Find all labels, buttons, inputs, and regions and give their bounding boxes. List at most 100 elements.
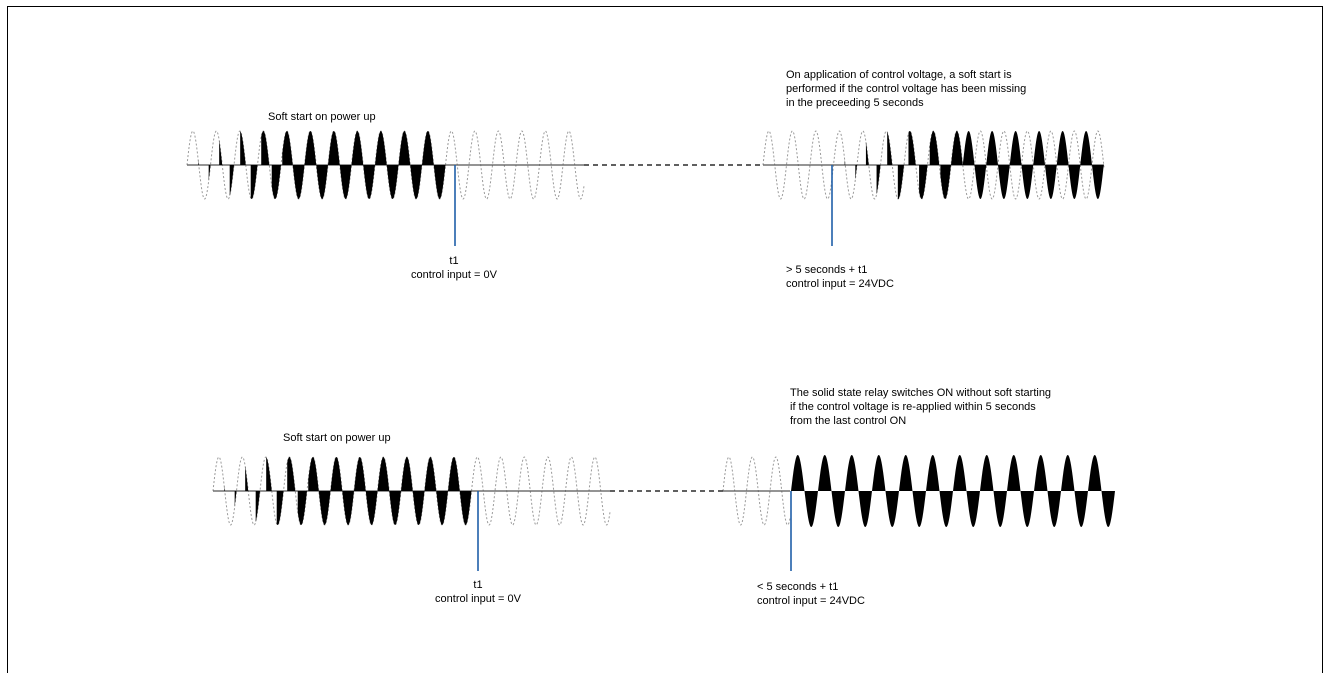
conducting-half-wave xyxy=(316,165,328,199)
marker-time: t1 xyxy=(473,579,483,591)
conducting-half-wave xyxy=(1080,131,1092,165)
conducting-half-wave xyxy=(986,131,998,165)
top-note-line: On application of control voltage, a sof… xyxy=(786,69,1012,81)
conducting-half-wave xyxy=(398,131,411,165)
conducting-half-wave xyxy=(436,491,448,525)
conducting-half-wave xyxy=(330,457,343,491)
conducting-half-wave xyxy=(1009,131,1022,165)
conducting-half-wave xyxy=(993,491,1007,527)
conducting-half-wave xyxy=(872,455,886,491)
conducting-half-wave xyxy=(412,491,425,525)
conducting-half-wave xyxy=(342,491,354,525)
conducting-half-wave xyxy=(266,457,272,491)
conducting-half-wave xyxy=(250,165,258,199)
conducting-half-wave xyxy=(255,491,260,523)
conducting-half-wave xyxy=(287,457,296,491)
conducting-half-wave xyxy=(1033,131,1045,165)
conducting-half-wave xyxy=(1061,455,1075,491)
conducting-half-wave xyxy=(919,165,928,199)
top-left-title: Soft start on power up xyxy=(268,111,376,123)
conducting-half-wave xyxy=(1056,131,1069,165)
marker-time: t1 xyxy=(449,255,459,267)
conducting-half-wave xyxy=(224,485,225,491)
diagram-frame xyxy=(7,6,1323,673)
conducting-half-wave xyxy=(240,131,246,165)
conducting-half-wave xyxy=(219,140,223,165)
bottom-waveform-panel xyxy=(212,455,1115,571)
conducting-half-wave xyxy=(1020,491,1034,527)
conducting-half-wave xyxy=(389,491,401,525)
conducting-half-wave xyxy=(912,491,926,527)
marker-control: control input = 0V xyxy=(411,269,497,281)
top-marker-right-label: > 5 seconds + t1 control input = 24VDC xyxy=(786,263,894,291)
conducting-half-wave xyxy=(375,131,387,165)
conducting-half-wave xyxy=(245,466,249,491)
conducting-half-wave xyxy=(377,457,390,491)
conducting-half-wave xyxy=(297,491,307,525)
conducting-half-wave xyxy=(1007,455,1021,491)
conducting-half-wave xyxy=(422,131,434,165)
conducting-half-wave xyxy=(198,159,199,165)
conducting-half-wave xyxy=(229,165,234,197)
conducting-half-wave xyxy=(953,455,967,491)
conducting-half-wave xyxy=(876,165,881,195)
marker-control: control input = 0V xyxy=(435,593,521,605)
top-note-line: in the preceeding 5 seconds xyxy=(786,97,924,109)
top-waveform-panel xyxy=(186,130,1105,246)
conducting-half-wave xyxy=(339,165,352,199)
conducting-half-wave xyxy=(363,165,375,199)
conducting-half-wave xyxy=(1068,165,1081,199)
top-marker-left-label: t1 control input = 0V xyxy=(374,254,534,282)
bottom-note-line: The solid state relay switches ON withou… xyxy=(790,387,1052,399)
conducting-half-wave xyxy=(966,491,980,527)
conducting-half-wave xyxy=(951,131,963,165)
conducting-half-wave xyxy=(1092,165,1104,199)
conducting-half-wave xyxy=(887,131,893,165)
conducting-half-wave xyxy=(276,491,284,525)
conducting-half-wave xyxy=(980,455,994,491)
conducting-half-wave xyxy=(998,165,1010,199)
conducting-half-wave xyxy=(401,457,413,491)
conducting-half-wave xyxy=(448,457,460,491)
conducting-half-wave xyxy=(410,165,422,199)
conducting-half-wave xyxy=(818,455,832,491)
conducting-half-wave xyxy=(365,491,378,525)
bottom-note: The solid state relay switches ON withou… xyxy=(790,386,1051,428)
conducting-half-wave xyxy=(234,491,237,507)
conducting-half-wave xyxy=(351,131,364,165)
top-note: On application of control voltage, a sof… xyxy=(786,68,1026,110)
marker-control: control input = 24VDC xyxy=(786,278,894,290)
conducting-half-wave xyxy=(386,165,399,199)
conducting-half-wave xyxy=(1021,165,1034,199)
marker-time: < 5 seconds + t1 xyxy=(757,581,839,593)
conducting-half-wave xyxy=(433,165,446,199)
sine-wave-dashed xyxy=(762,130,1105,200)
conducting-half-wave xyxy=(939,491,953,527)
conducting-half-wave xyxy=(354,457,366,491)
conducting-half-wave xyxy=(304,131,317,165)
conducting-half-wave xyxy=(308,457,319,491)
conducting-half-wave xyxy=(208,165,211,181)
conducting-half-wave xyxy=(1034,455,1048,491)
conducting-half-wave xyxy=(1088,455,1102,491)
conducting-half-wave xyxy=(845,455,859,491)
conducting-half-wave xyxy=(926,455,940,491)
bottom-note-line: if the control voltage is re-applied wit… xyxy=(790,401,1036,413)
conducting-half-wave xyxy=(831,491,845,527)
conducting-half-wave xyxy=(1047,491,1061,527)
conducting-half-wave xyxy=(791,455,805,491)
marker-time: > 5 seconds + t1 xyxy=(786,264,868,276)
conducting-half-wave xyxy=(858,491,872,527)
conducting-half-wave xyxy=(282,131,293,165)
conducting-half-wave xyxy=(804,491,818,527)
conducting-half-wave xyxy=(974,165,987,199)
conducting-half-wave xyxy=(908,131,916,165)
conducting-half-wave xyxy=(261,131,270,165)
bottom-marker-right-label: < 5 seconds + t1 control input = 24VDC xyxy=(757,580,865,608)
bottom-note-line: from the last control ON xyxy=(790,415,907,427)
conducting-half-wave xyxy=(865,141,869,165)
conducting-half-wave xyxy=(1074,491,1088,527)
conducting-half-wave xyxy=(940,165,951,199)
